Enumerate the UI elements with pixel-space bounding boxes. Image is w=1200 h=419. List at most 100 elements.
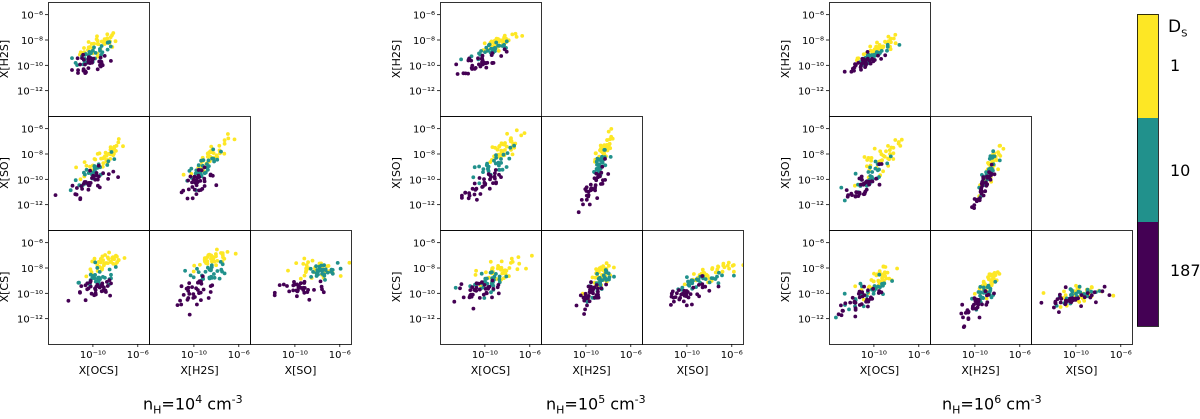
y-tick-label: 10⁻¹² <box>409 87 435 98</box>
data-point <box>865 297 869 302</box>
data-point <box>983 289 988 294</box>
data-point <box>104 154 109 158</box>
data-point <box>599 156 603 161</box>
data-point <box>605 147 610 152</box>
data-point <box>865 158 870 162</box>
data-point <box>603 268 608 272</box>
data-point <box>483 50 487 54</box>
data-point <box>885 161 890 166</box>
data-point <box>211 156 216 161</box>
x-axis-label: X[OCS] <box>79 364 118 377</box>
data-point <box>476 281 481 286</box>
data-point <box>974 306 978 311</box>
data-point <box>593 185 597 190</box>
data-point <box>306 260 310 264</box>
data-point <box>199 298 203 302</box>
y-tick-label: 10⁻¹² <box>17 87 43 98</box>
data-point <box>993 279 998 284</box>
data-point <box>695 292 700 297</box>
data-point <box>116 140 121 145</box>
data-point <box>73 192 78 197</box>
data-point <box>115 254 119 259</box>
data-point <box>87 50 92 54</box>
data-point <box>199 279 203 284</box>
data-point <box>93 51 98 55</box>
data-point <box>201 287 206 292</box>
data-point <box>181 172 186 177</box>
data-point <box>1070 289 1075 294</box>
data-point <box>991 168 995 173</box>
data-point <box>1077 300 1082 304</box>
data-point <box>99 44 104 48</box>
data-point <box>219 251 223 255</box>
data-point <box>483 287 488 291</box>
data-point <box>84 274 89 279</box>
data-point <box>842 69 847 74</box>
data-point <box>70 56 74 60</box>
data-point <box>853 183 857 188</box>
data-point <box>479 271 484 276</box>
data-point <box>78 290 82 294</box>
data-point <box>222 151 227 156</box>
data-point <box>1058 305 1063 309</box>
data-point <box>986 174 990 179</box>
data-point <box>471 175 476 180</box>
y-axis-label: X[H2S] <box>779 40 792 78</box>
y-tick-label: 10⁻⁸ <box>21 264 43 275</box>
data-point <box>105 284 110 288</box>
data-point <box>888 154 893 159</box>
data-point <box>864 62 869 66</box>
data-point <box>516 255 521 259</box>
data-point <box>112 257 116 262</box>
y-tick-label: 10⁻¹² <box>798 87 824 98</box>
data-point <box>302 279 307 284</box>
data-point <box>609 126 614 131</box>
data-point <box>307 297 312 302</box>
data-point <box>879 49 884 53</box>
data-point <box>206 158 211 163</box>
data-point <box>76 71 80 75</box>
data-point <box>502 47 507 52</box>
data-point <box>871 286 875 291</box>
data-point <box>842 198 847 203</box>
data-point <box>97 151 102 156</box>
data-point <box>98 47 102 51</box>
data-point <box>335 261 340 265</box>
y-axis-label: X[SO] <box>779 157 792 189</box>
data-point <box>583 294 588 299</box>
data-point <box>1107 293 1112 297</box>
data-point <box>107 267 112 272</box>
data-point <box>682 282 687 287</box>
data-point <box>972 292 977 296</box>
y-tick-label: 10⁻⁶ <box>802 11 824 22</box>
data-point <box>877 272 882 277</box>
data-point <box>88 164 92 169</box>
data-point <box>88 267 93 272</box>
data-point <box>987 277 991 282</box>
data-point <box>975 197 980 202</box>
data-point <box>220 262 225 267</box>
data-point <box>852 299 857 304</box>
panel-points-0-1-0 <box>53 137 125 202</box>
data-point <box>478 192 483 196</box>
data-point <box>330 268 335 272</box>
data-point <box>721 263 726 268</box>
data-point <box>192 263 197 268</box>
data-point <box>112 157 117 162</box>
data-point <box>707 288 712 293</box>
data-point <box>608 155 613 159</box>
data-point <box>490 145 495 150</box>
data-point <box>93 260 98 265</box>
x-axis-label: X[OCS] <box>471 364 510 377</box>
data-point <box>1079 293 1084 297</box>
data-point <box>96 183 100 188</box>
data-point <box>839 313 844 318</box>
data-point <box>505 131 509 136</box>
data-point <box>488 177 492 182</box>
data-point <box>981 296 986 300</box>
data-point <box>460 193 464 198</box>
data-point <box>978 290 983 295</box>
data-point <box>98 260 103 265</box>
data-point <box>302 256 307 261</box>
x-axis-label: X[H2S] <box>961 364 999 377</box>
